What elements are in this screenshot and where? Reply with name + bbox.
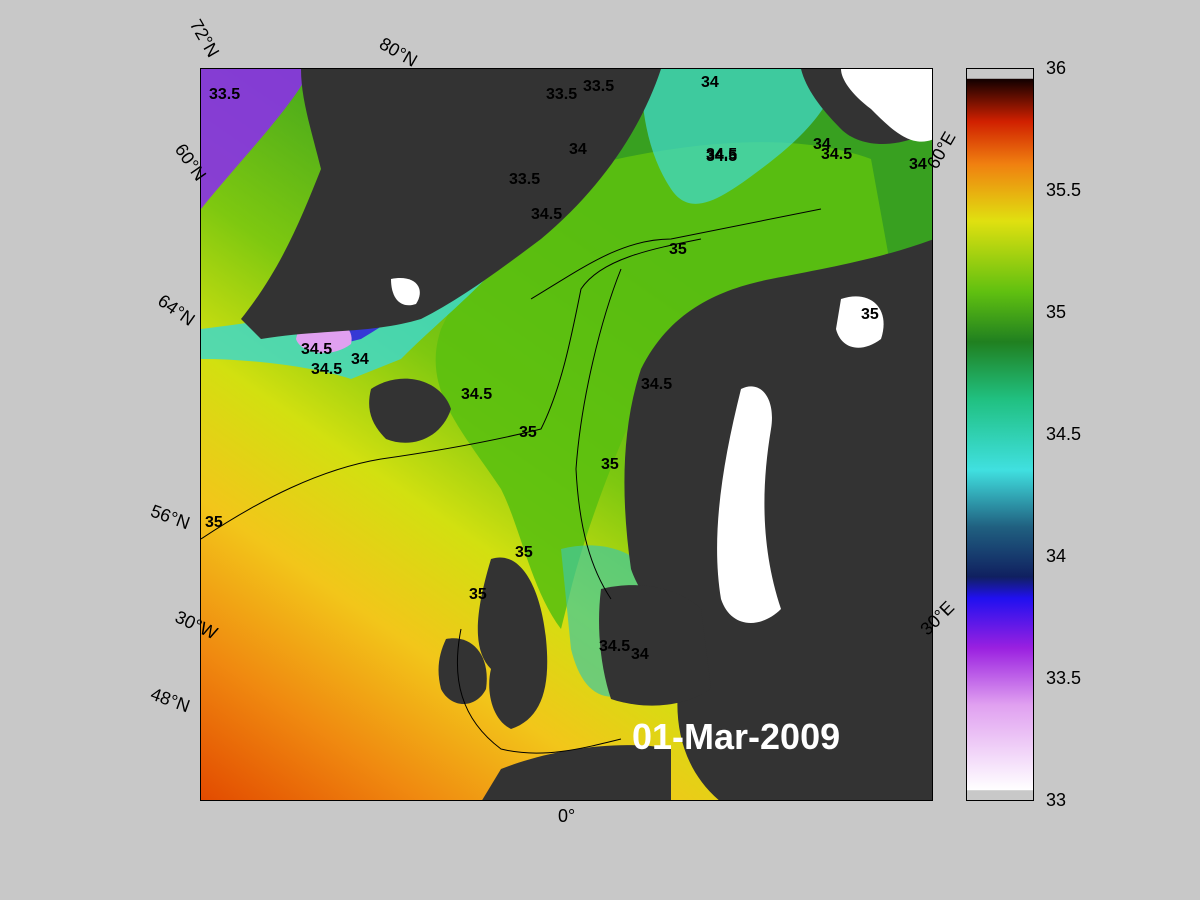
baltic-ice [717,386,781,623]
contour-label-12: 34 [569,141,587,158]
great-britain [477,557,548,729]
contour-label-21: 35 [861,306,879,323]
white-sea-ice [836,296,884,348]
contour-label-11: 33.5 [509,171,540,188]
contour-label-4: 34 [701,74,719,91]
salinity-map: 33.5 33.5 33.5 34 34.5 34 35 34.5 34.5 3… [200,68,933,801]
contour-label-13: 34.5 [706,146,737,163]
sea-ice [391,69,932,623]
contour-label-7: 35 [669,241,687,258]
ireland [438,638,487,704]
contour-label-10: 34.5 [461,386,492,403]
date-label: 01-Mar-2009 [632,716,841,757]
colorbar-tick-34: 34 [1046,546,1067,566]
lat-label-72n: 72°N [185,15,224,61]
contour-label-5: 34.5 [706,148,737,165]
iceland [369,378,451,443]
contour-label-1: 33.5 [209,86,240,103]
colorbar [966,68,1034,801]
contour-label-26: 34 [631,646,649,663]
colorbar-tick-33: 33 [1046,790,1067,810]
contour-label-25: 34 [351,351,369,368]
contour-label-20: 35 [469,586,487,603]
contour-label-16: 35 [601,456,619,473]
contour-label-6: 34 [813,136,831,153]
colorbar-tick-34-5: 34.5 [1046,424,1082,444]
lat-label-64n: 64°N [154,290,199,330]
contour-label-24: 34.5 [311,361,342,378]
colorbar-tick-35-5: 35.5 [1046,180,1082,200]
contour-labels: 33.5 33.5 33.5 34 34.5 34 35 34.5 34.5 3… [205,74,927,663]
contour-label-2: 33.5 [546,86,577,103]
land [241,69,932,800]
lat-label-48n: 48°N [147,683,193,717]
contour-label-15: 35 [519,424,537,441]
contour-label-3: 33.5 [583,78,614,95]
contour-label-8: 34.5 [531,206,562,223]
map-canvas: 33.5 33.5 33.5 34 34.5 34 35 34.5 34.5 3… [201,69,932,800]
contour-label-18: 35 [205,514,223,531]
contour-label-14: 34.5 [641,376,672,393]
greenland [241,69,661,339]
contour-label-19: 35 [515,544,533,561]
lon-label-80n: 80°N [375,33,421,71]
labrador-fresh-water [201,69,311,209]
contours [201,208,822,754]
norwegian-sea [435,142,891,629]
denmark-region [599,585,711,706]
contour-label-22: 34.5 [821,146,852,163]
contour-label-23: 34 [909,156,927,173]
colorbar-tick-35: 35 [1046,302,1067,322]
arctic-ice [841,69,932,142]
contour-label-9: 34.5 [301,341,332,358]
colorbar-tick-36: 36 [1046,58,1067,78]
lon-label-0: 0° [558,806,576,826]
colorbar-gradient [967,78,1033,791]
lat-label-56n: 56°N [147,500,193,534]
colorbar-tick-33-5: 33.5 [1046,668,1082,688]
greenland-fjord-ice [391,278,420,306]
france [482,745,671,800]
barents-sea [641,69,841,204]
contour-label-17: 34.5 [599,638,630,655]
